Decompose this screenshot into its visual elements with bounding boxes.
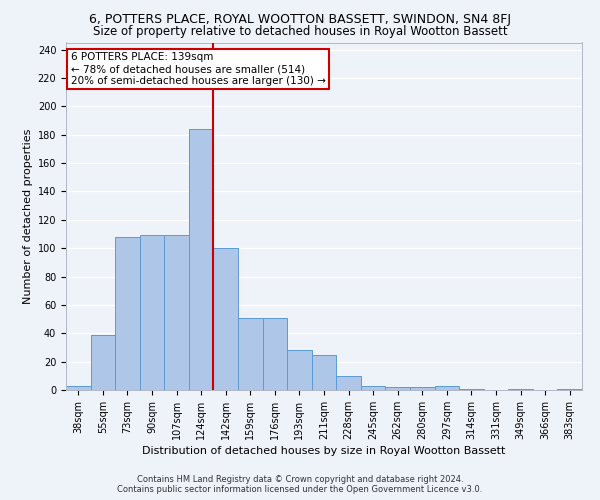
- Text: 6, POTTERS PLACE, ROYAL WOOTTON BASSETT, SWINDON, SN4 8FJ: 6, POTTERS PLACE, ROYAL WOOTTON BASSETT,…: [89, 12, 511, 26]
- Bar: [434, 386, 459, 390]
- Bar: [189, 129, 214, 390]
- Bar: [238, 318, 263, 390]
- Text: Contains HM Land Registry data © Crown copyright and database right 2024.
Contai: Contains HM Land Registry data © Crown c…: [118, 474, 482, 494]
- X-axis label: Distribution of detached houses by size in Royal Wootton Bassett: Distribution of detached houses by size …: [142, 446, 506, 456]
- Bar: [66, 386, 91, 390]
- Bar: [410, 387, 434, 390]
- Y-axis label: Number of detached properties: Number of detached properties: [23, 128, 34, 304]
- Bar: [287, 350, 312, 390]
- Bar: [140, 236, 164, 390]
- Bar: [385, 387, 410, 390]
- Bar: [459, 388, 484, 390]
- Bar: [91, 334, 115, 390]
- Text: Size of property relative to detached houses in Royal Wootton Bassett: Size of property relative to detached ho…: [92, 25, 508, 38]
- Bar: [312, 354, 336, 390]
- Bar: [164, 236, 189, 390]
- Bar: [263, 318, 287, 390]
- Bar: [214, 248, 238, 390]
- Bar: [557, 388, 582, 390]
- Bar: [336, 376, 361, 390]
- Bar: [361, 386, 385, 390]
- Bar: [508, 388, 533, 390]
- Bar: [115, 237, 140, 390]
- Text: 6 POTTERS PLACE: 139sqm
← 78% of detached houses are smaller (514)
20% of semi-d: 6 POTTERS PLACE: 139sqm ← 78% of detache…: [71, 52, 326, 86]
